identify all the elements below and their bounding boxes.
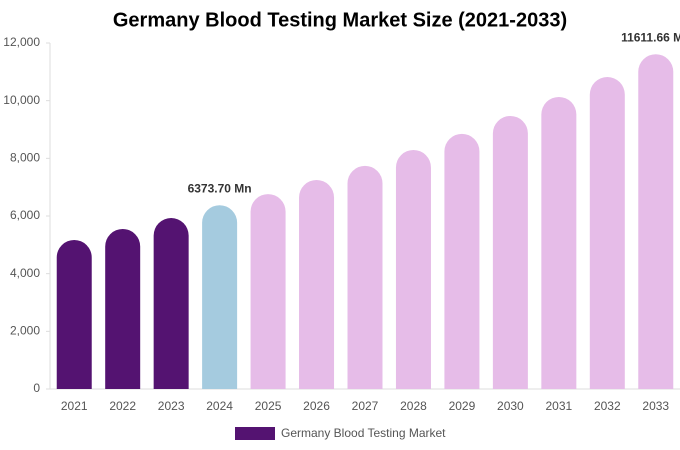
y-tick-label: 2,000 <box>10 324 40 338</box>
bar <box>589 77 625 390</box>
x-tick-label: 2022 <box>109 399 136 413</box>
legend-swatch <box>235 427 275 440</box>
data-label: 6373.70 Mn <box>188 181 252 195</box>
x-tick-label: 2029 <box>449 399 476 413</box>
bar <box>444 133 480 389</box>
x-tick-label: 2021 <box>61 399 88 413</box>
legend-label: Germany Blood Testing Market <box>281 426 446 440</box>
bar <box>299 179 335 389</box>
y-tick-label: 10,000 <box>3 93 40 107</box>
y-tick-label: 4,000 <box>10 266 40 280</box>
x-tick-label: 2023 <box>158 399 185 413</box>
bar <box>395 149 431 389</box>
y-tick-label: 8,000 <box>10 151 40 165</box>
bar <box>541 96 577 389</box>
bar <box>250 194 286 389</box>
chart-title: Germany Blood Testing Market Size (2021-… <box>113 9 567 31</box>
y-tick-label: 6,000 <box>10 208 40 222</box>
x-tick-label: 2028 <box>400 399 427 413</box>
x-tick-label: 2024 <box>206 399 233 413</box>
x-tick-label: 2025 <box>255 399 282 413</box>
x-tick-label: 2033 <box>642 399 669 413</box>
bar <box>56 239 92 389</box>
x-tick-label: 2027 <box>352 399 379 413</box>
bar <box>153 218 189 389</box>
x-tick-label: 2030 <box>497 399 524 413</box>
x-tick-label: 2032 <box>594 399 621 413</box>
x-tick-label: 2026 <box>303 399 330 413</box>
x-tick-label: 2031 <box>545 399 572 413</box>
bar <box>638 54 674 389</box>
bar <box>105 228 141 389</box>
bar <box>202 205 238 389</box>
bar <box>347 165 383 389</box>
bar <box>492 115 528 389</box>
y-tick-label: 0 <box>33 381 40 395</box>
y-tick-label: 12,000 <box>3 35 40 49</box>
data-label: 11611.66 Mn <box>621 30 680 44</box>
